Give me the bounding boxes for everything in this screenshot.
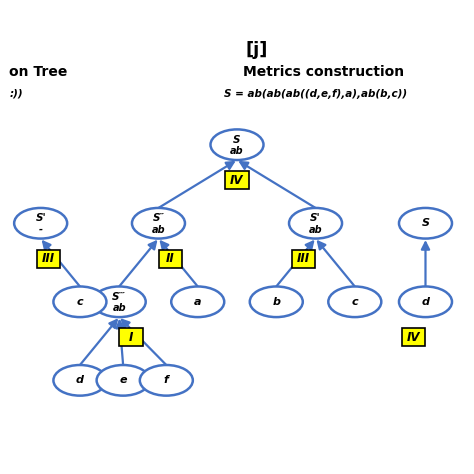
Text: d: d	[76, 375, 84, 385]
Text: a: a	[194, 297, 201, 307]
Text: III: III	[42, 252, 55, 265]
Text: c: c	[77, 297, 83, 307]
Ellipse shape	[328, 286, 381, 317]
Text: c: c	[352, 297, 358, 307]
Text: S = ab(ab(ab((d,e,f),a),ab(b,c)): S = ab(ab(ab((d,e,f),a),ab(b,c))	[224, 89, 407, 99]
Text: S‴: S‴	[112, 292, 126, 301]
Text: II: II	[166, 252, 174, 265]
Text: I: I	[129, 331, 133, 344]
Ellipse shape	[132, 208, 185, 238]
Ellipse shape	[54, 365, 107, 396]
Ellipse shape	[399, 286, 452, 317]
Text: f: f	[164, 375, 169, 385]
Text: -: -	[39, 225, 43, 235]
Text: III: III	[297, 252, 310, 265]
Text: S': S'	[310, 213, 321, 223]
Text: on Tree: on Tree	[9, 65, 68, 79]
FancyBboxPatch shape	[402, 328, 425, 346]
Text: :)): :))	[9, 89, 23, 99]
Ellipse shape	[171, 286, 224, 317]
Text: b: b	[272, 297, 280, 307]
Text: S″: S″	[153, 213, 164, 223]
Text: IV: IV	[230, 173, 244, 187]
Ellipse shape	[399, 208, 452, 238]
Text: Metrics construction: Metrics construction	[243, 65, 404, 79]
Text: S': S'	[36, 213, 46, 223]
FancyBboxPatch shape	[37, 250, 60, 268]
FancyBboxPatch shape	[226, 171, 248, 189]
Text: e: e	[119, 375, 127, 385]
FancyBboxPatch shape	[159, 250, 182, 268]
Ellipse shape	[14, 208, 67, 238]
Ellipse shape	[250, 286, 303, 317]
Ellipse shape	[289, 208, 342, 238]
Text: ab: ab	[230, 146, 244, 156]
Text: S: S	[421, 218, 429, 228]
Text: IV: IV	[407, 331, 420, 344]
Ellipse shape	[97, 365, 150, 396]
Text: ab: ab	[152, 225, 165, 235]
Ellipse shape	[140, 365, 193, 396]
FancyBboxPatch shape	[119, 328, 143, 346]
Text: d: d	[421, 297, 429, 307]
FancyBboxPatch shape	[292, 250, 315, 268]
Text: S: S	[233, 135, 241, 145]
Ellipse shape	[54, 286, 107, 317]
Text: ab: ab	[309, 225, 322, 235]
Ellipse shape	[210, 129, 264, 160]
Ellipse shape	[93, 286, 146, 317]
Text: [j]: [j]	[246, 41, 268, 59]
Text: ab: ab	[112, 303, 126, 313]
